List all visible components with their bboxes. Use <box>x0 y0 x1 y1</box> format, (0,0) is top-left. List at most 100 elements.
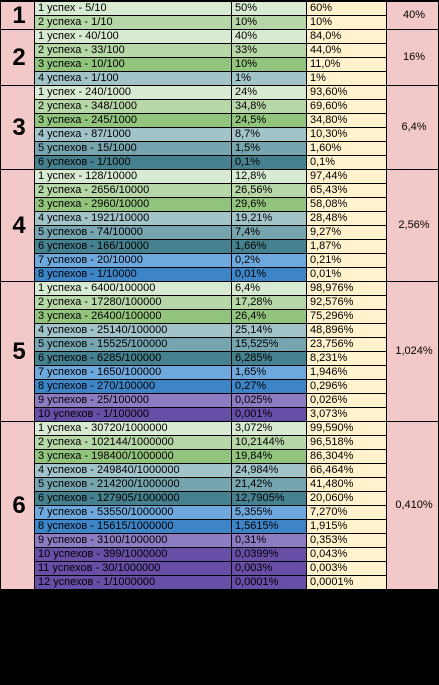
cumulative-probability: 92,576% <box>306 295 387 310</box>
table-row: 6 успехов - 166/10000 1,66% 1,87% <box>1 239 439 254</box>
cumulative-probability: 84,0% <box>306 29 387 44</box>
cumulative-probability: 65,43% <box>306 183 387 198</box>
outcome-label: 6 успехов - 6285/100000 <box>34 351 232 366</box>
outcome-probability: 0,2% <box>231 253 307 268</box>
cumulative-probability: 0,21% <box>306 253 387 268</box>
group-zero-success-probability: 2,56% <box>386 169 439 282</box>
cumulative-probability: 1,946% <box>306 365 387 380</box>
outcome-label: 6 успехов - 1/1000 <box>34 155 232 170</box>
table-row: 2 успеха - 33/100 33% 44,0% <box>1 43 439 58</box>
outcome-label: 2 успеха - 1/10 <box>34 15 232 30</box>
outcome-label: 9 успехов - 3100/1000000 <box>34 533 232 548</box>
cumulative-probability: 48,896% <box>306 323 387 338</box>
table-row: 5 успехов - 214200/1000000 21,42% 41,480% <box>1 477 439 492</box>
outcome-label: 1 успех - 5/10 <box>34 1 232 16</box>
outcome-label: 5 успехов - 15525/100000 <box>34 337 232 352</box>
group-zero-success-probability: 6,4% <box>386 85 439 170</box>
table-row: 9 успехов - 25/100000 0,025% 0,026% <box>1 393 439 408</box>
cumulative-probability: 0,043% <box>306 547 387 562</box>
outcome-probability: 0,001% <box>231 407 307 422</box>
outcome-label: 4 успехов - 25140/100000 <box>34 323 232 338</box>
outcome-label: 1 успех - 40/100 <box>34 29 232 44</box>
table-row: 3 успеха - 245/1000 24,5% 34,80% <box>1 113 439 128</box>
group-level-number: 3 <box>0 85 35 170</box>
outcome-probability: 15,525% <box>231 337 307 352</box>
outcome-probability: 6,4% <box>231 281 307 296</box>
outcome-probability: 24,984% <box>231 463 307 478</box>
cumulative-probability: 28,48% <box>306 211 387 226</box>
outcome-label: 5 успехов - 15/1000 <box>34 141 232 156</box>
cumulative-probability: 10% <box>306 15 387 30</box>
cumulative-probability: 99,590% <box>306 421 387 436</box>
cumulative-probability: 20,060% <box>306 491 387 506</box>
table-row: 5 успехов - 15525/100000 15,525% 23,756% <box>1 337 439 352</box>
outcome-label: 12 успехов - 1/1000000 <box>34 575 232 590</box>
outcome-label: 3 успеха - 10/100 <box>34 57 232 72</box>
outcome-label: 9 успехов - 25/100000 <box>34 393 232 408</box>
outcome-probability: 8,7% <box>231 127 307 142</box>
outcome-probability: 1% <box>231 71 307 86</box>
cumulative-probability: 0,353% <box>306 533 387 548</box>
table-row: 9 успехов - 3100/1000000 0,31% 0,353% <box>1 533 439 548</box>
cumulative-probability: 1% <box>306 71 387 86</box>
outcome-probability: 21,42% <box>231 477 307 492</box>
outcome-label: 4 успеха - 1921/10000 <box>34 211 232 226</box>
table-row: 7 успехов - 20/10000 0,2% 0,21% <box>1 253 439 268</box>
outcome-label: 1 успеха - 30720/1000000 <box>34 421 232 436</box>
outcome-label: 5 успехов - 214200/1000000 <box>34 477 232 492</box>
table-row: 4 успеха - 1/100 1% 1% <box>1 71 439 86</box>
outcome-label: 6 успехов - 127905/1000000 <box>34 491 232 506</box>
outcome-probability: 1,5% <box>231 141 307 156</box>
outcome-probability: 19,21% <box>231 211 307 226</box>
group-zero-success-probability: 40% <box>386 1 439 30</box>
outcome-label: 3 успеха - 198400/1000000 <box>34 449 232 464</box>
table-row: 11 успехов - 30/1000000 0,003% 0,003% <box>1 561 439 576</box>
outcome-label: 6 успехов - 166/10000 <box>34 239 232 254</box>
outcome-label: 10 успехов - 399/1000000 <box>34 547 232 562</box>
outcome-probability: 34,8% <box>231 99 307 114</box>
outcome-probability: 26,56% <box>231 183 307 198</box>
cumulative-probability: 1,60% <box>306 141 387 156</box>
group-zero-success-probability: 0,410% <box>386 421 439 590</box>
cumulative-probability: 66,464% <box>306 463 387 478</box>
group-level-number: 5 <box>0 281 35 422</box>
table-row: 8 успехов - 270/100000 0,27% 0,296% <box>1 379 439 394</box>
outcome-probability: 1,65% <box>231 365 307 380</box>
cumulative-probability: 86,304% <box>306 449 387 464</box>
outcome-probability: 26,4% <box>231 309 307 324</box>
table-row: 4 успехов - 25140/100000 25,14% 48,896% <box>1 323 439 338</box>
outcome-label: 1 успех - 128/10000 <box>34 169 232 184</box>
outcome-label: 1 успех - 240/1000 <box>34 85 232 100</box>
outcome-probability: 0,27% <box>231 379 307 394</box>
table-row: 5 успехов - 15/1000 1,5% 1,60% <box>1 141 439 156</box>
cumulative-probability: 44,0% <box>306 43 387 58</box>
outcome-label: 8 успехов - 15615/1000000 <box>34 519 232 534</box>
cumulative-probability: 97,44% <box>306 169 387 184</box>
outcome-label: 4 успеха - 1/100 <box>34 71 232 86</box>
outcome-probability: 29,6% <box>231 197 307 212</box>
group-level-number: 4 <box>0 169 35 282</box>
cumulative-probability: 60% <box>306 1 387 16</box>
table-row: 3 успеха - 26400/100000 26,4% 75,296% <box>1 309 439 324</box>
cumulative-probability: 0,003% <box>306 561 387 576</box>
table-row: 5 успехов - 74/10000 7,4% 9,27% <box>1 225 439 240</box>
outcome-probability: 10,2144% <box>231 435 307 450</box>
table-row: 3 успеха - 198400/1000000 19,84% 86,304% <box>1 449 439 464</box>
outcome-label: 3 успеха - 2960/10000 <box>34 197 232 212</box>
cumulative-probability: 96,518% <box>306 435 387 450</box>
outcome-probability: 0,31% <box>231 533 307 548</box>
outcome-probability: 10% <box>231 57 307 72</box>
cumulative-probability: 58,08% <box>306 197 387 212</box>
table-row: 12 успехов - 1/1000000 0,0001% 0,0001% <box>1 575 439 590</box>
cumulative-probability: 23,756% <box>306 337 387 352</box>
table-row: 2 успеха - 1/10 10% 10% <box>1 15 439 30</box>
group-level-number: 6 <box>0 421 35 590</box>
outcome-probability: 33% <box>231 43 307 58</box>
outcome-probability: 17,28% <box>231 295 307 310</box>
table-row: 3 успеха - 10/100 10% 11,0% <box>1 57 439 72</box>
cumulative-probability: 69,60% <box>306 99 387 114</box>
